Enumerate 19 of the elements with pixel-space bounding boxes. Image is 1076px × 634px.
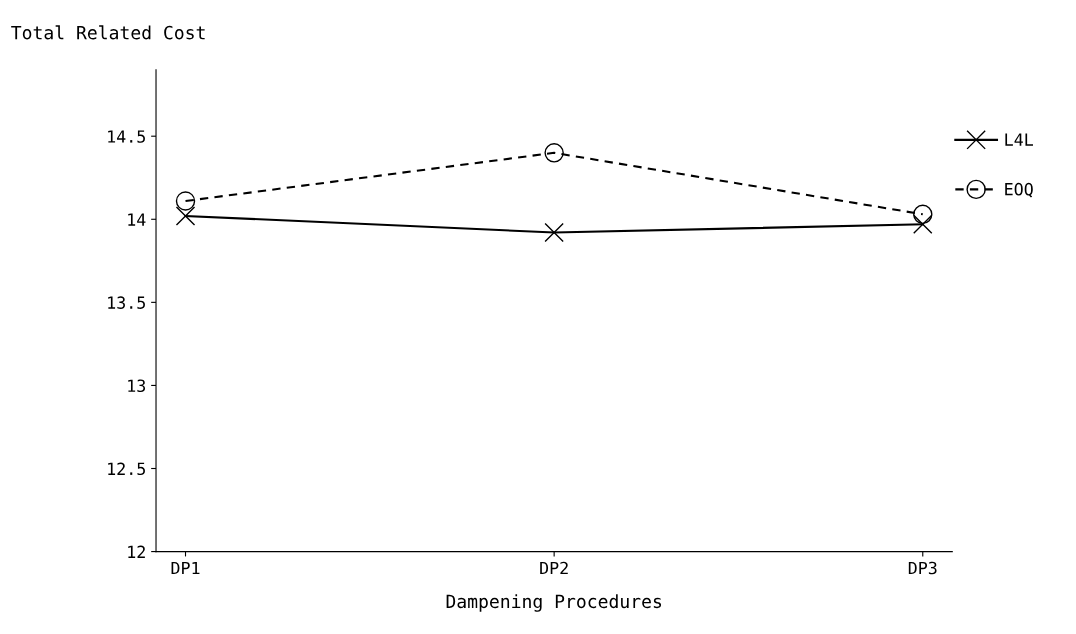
point [913,204,933,225]
point [913,214,933,234]
point [175,206,196,226]
x-axis-title: Dampening Procedures [446,594,662,612]
y-tick-label: 13 [128,379,146,393]
y-tick-label: 14 [128,213,146,226]
x-tick-label: DP1 [171,561,200,575]
x-tick-label: DP2 [540,561,568,575]
y-tick-label: 14.5 [108,130,145,143]
y-axis-title: Total Related Cost [11,25,205,40]
y-tick-label: 13.5 [108,296,145,309]
y-tick-label: 12.5 [108,462,145,476]
y-tick-label: 12 [128,545,145,558]
point [544,222,564,243]
legend-label: EOQ [1005,182,1033,198]
legend-label: L4L [1005,133,1033,146]
point [544,143,564,163]
x-tick-label: DP3 [908,561,937,575]
point [175,191,196,211]
